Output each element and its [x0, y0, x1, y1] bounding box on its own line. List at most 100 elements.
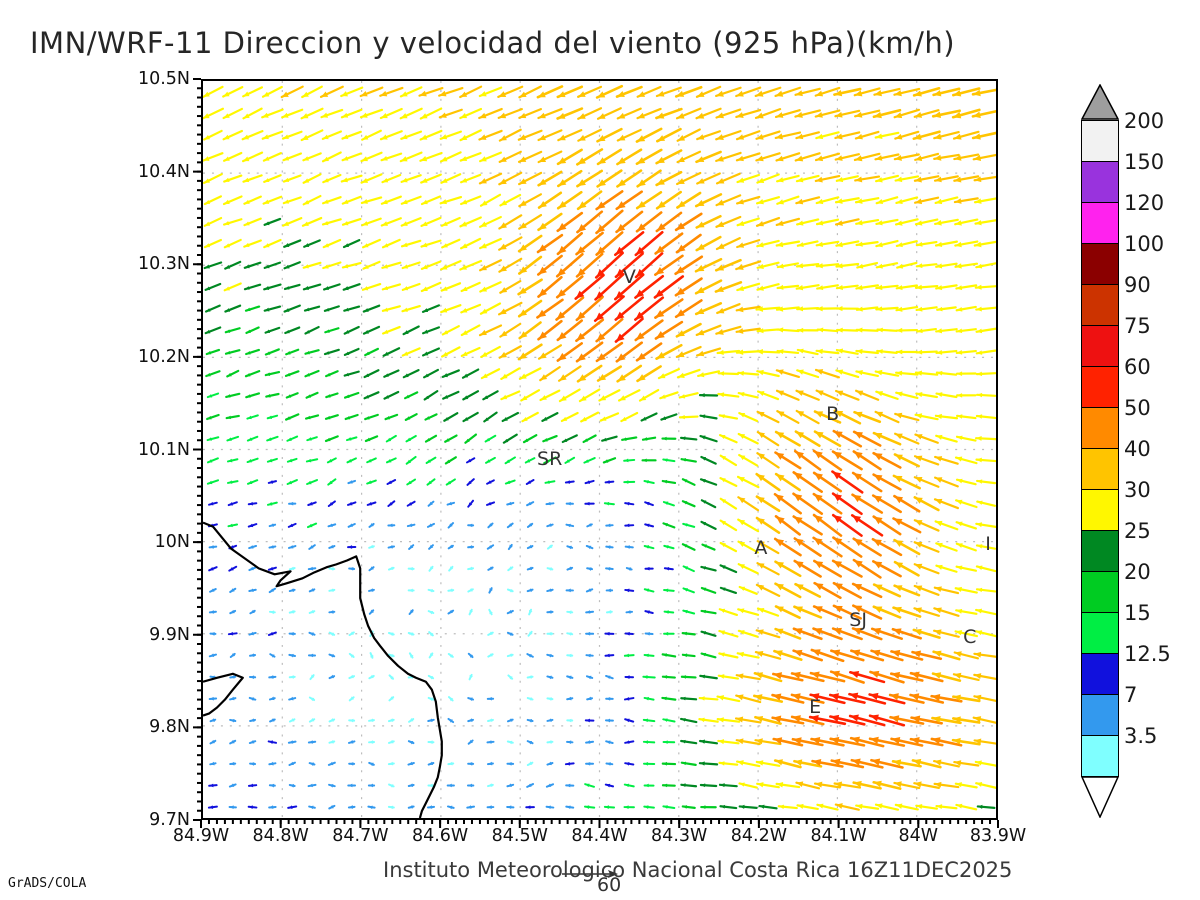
wind-arrow	[643, 783, 655, 788]
wind-arrow	[681, 631, 696, 636]
wind-arrow	[624, 545, 634, 549]
wind-arrow	[832, 536, 863, 558]
wind-arrow	[681, 500, 696, 508]
wind-arrow	[854, 130, 880, 140]
wind-arrow	[441, 238, 461, 249]
wind-arrow	[206, 413, 220, 421]
wind-arrow	[793, 759, 823, 768]
wind-arrow	[933, 781, 960, 789]
wind-arrow	[363, 391, 380, 400]
wind-arrow	[348, 587, 355, 593]
wind-arrow	[246, 414, 259, 420]
wind-arrow	[556, 342, 583, 362]
wind-arrow	[282, 217, 303, 227]
wind-arrow	[328, 631, 336, 637]
wind-arrow	[975, 565, 996, 573]
wind-arrow	[440, 216, 461, 227]
wind-arrow	[953, 651, 979, 660]
wind-arrow	[663, 610, 675, 614]
wind-arrow	[794, 109, 821, 118]
wind-arrow	[911, 650, 943, 661]
wind-arrow	[955, 371, 977, 376]
wind-arrow	[428, 631, 434, 637]
wind-arrow	[486, 761, 494, 766]
colorbar-over-triangle	[1080, 83, 1120, 120]
wind-arrow	[855, 284, 879, 291]
wind-arrow	[602, 457, 617, 464]
wind-arrow	[716, 303, 741, 315]
wind-arrow	[488, 673, 493, 681]
wind-arrow	[546, 610, 554, 614]
wind-arrow	[674, 277, 703, 297]
wind-arrow	[834, 803, 860, 811]
wind-arrow	[518, 108, 542, 119]
wind-arrow	[360, 151, 383, 163]
wind-arrow	[262, 152, 283, 162]
wind-arrow	[246, 435, 259, 442]
wind-arrow	[305, 391, 319, 399]
wind-arrow	[795, 781, 821, 790]
wind-arrow	[696, 172, 721, 185]
wind-arrow	[972, 153, 996, 161]
wind-arrow	[701, 543, 716, 551]
wind-arrow	[875, 284, 899, 291]
wind-arrow	[526, 544, 534, 550]
wind-arrow	[756, 540, 780, 555]
wind-arrow	[288, 501, 297, 506]
wind-arrow	[972, 716, 996, 724]
wind-arrow	[224, 327, 241, 334]
wind-arrow	[556, 85, 584, 99]
wind-arrow	[284, 413, 300, 421]
wind-arrow	[387, 609, 395, 614]
wind-arrow	[909, 693, 945, 704]
wind-arrow	[340, 174, 363, 183]
wind-arrow	[737, 629, 759, 638]
wind-arrow	[208, 783, 218, 788]
y-axis-tick-label: 10.2N	[137, 346, 190, 367]
wind-arrow	[209, 588, 217, 593]
wind-arrow	[322, 283, 341, 291]
wind-arrow	[478, 86, 503, 98]
wind-arrow	[556, 231, 583, 256]
wind-arrow	[954, 218, 979, 226]
wind-arrow	[696, 347, 722, 357]
wind-arrow	[459, 129, 482, 142]
wind-arrow	[426, 522, 436, 528]
wind-arrow	[952, 130, 980, 140]
wind-arrow	[933, 153, 960, 161]
wind-arrow	[955, 521, 977, 530]
wind-arrow	[266, 414, 279, 420]
wind-arrow	[973, 651, 996, 658]
wind-arrow	[694, 279, 723, 295]
wind-arrow	[203, 261, 223, 270]
wind-arrow	[754, 715, 782, 725]
wind-arrow	[577, 85, 603, 98]
wind-arrow	[506, 783, 515, 788]
wind-arrow	[537, 275, 563, 298]
wind-arrow	[796, 348, 819, 356]
wind-arrow	[875, 239, 899, 248]
wind-arrow	[676, 368, 701, 379]
wind-arrow	[644, 632, 654, 636]
colorbar-segment: 200	[1081, 109, 1164, 161]
wind-arrow	[362, 325, 381, 335]
wind-arrow	[341, 152, 362, 162]
wind-arrow	[874, 410, 900, 424]
wind-arrow	[620, 411, 639, 423]
wind-arrow	[506, 631, 514, 637]
wind-arrow	[812, 492, 843, 515]
wind-arrow	[756, 261, 780, 269]
wind-arrow	[578, 388, 601, 403]
wind-arrow	[264, 348, 280, 356]
wind-arrow	[875, 262, 899, 269]
wind-arrow	[222, 218, 243, 226]
wind-arrow	[738, 453, 759, 467]
wind-arrow	[623, 653, 635, 658]
wind-arrow	[605, 740, 614, 745]
wind-arrow	[812, 627, 843, 641]
wind-arrow	[362, 260, 381, 270]
wind-arrow	[526, 718, 534, 723]
wind-arrow	[406, 478, 417, 486]
wind-arrow	[546, 567, 554, 571]
wind-arrow	[893, 538, 921, 556]
